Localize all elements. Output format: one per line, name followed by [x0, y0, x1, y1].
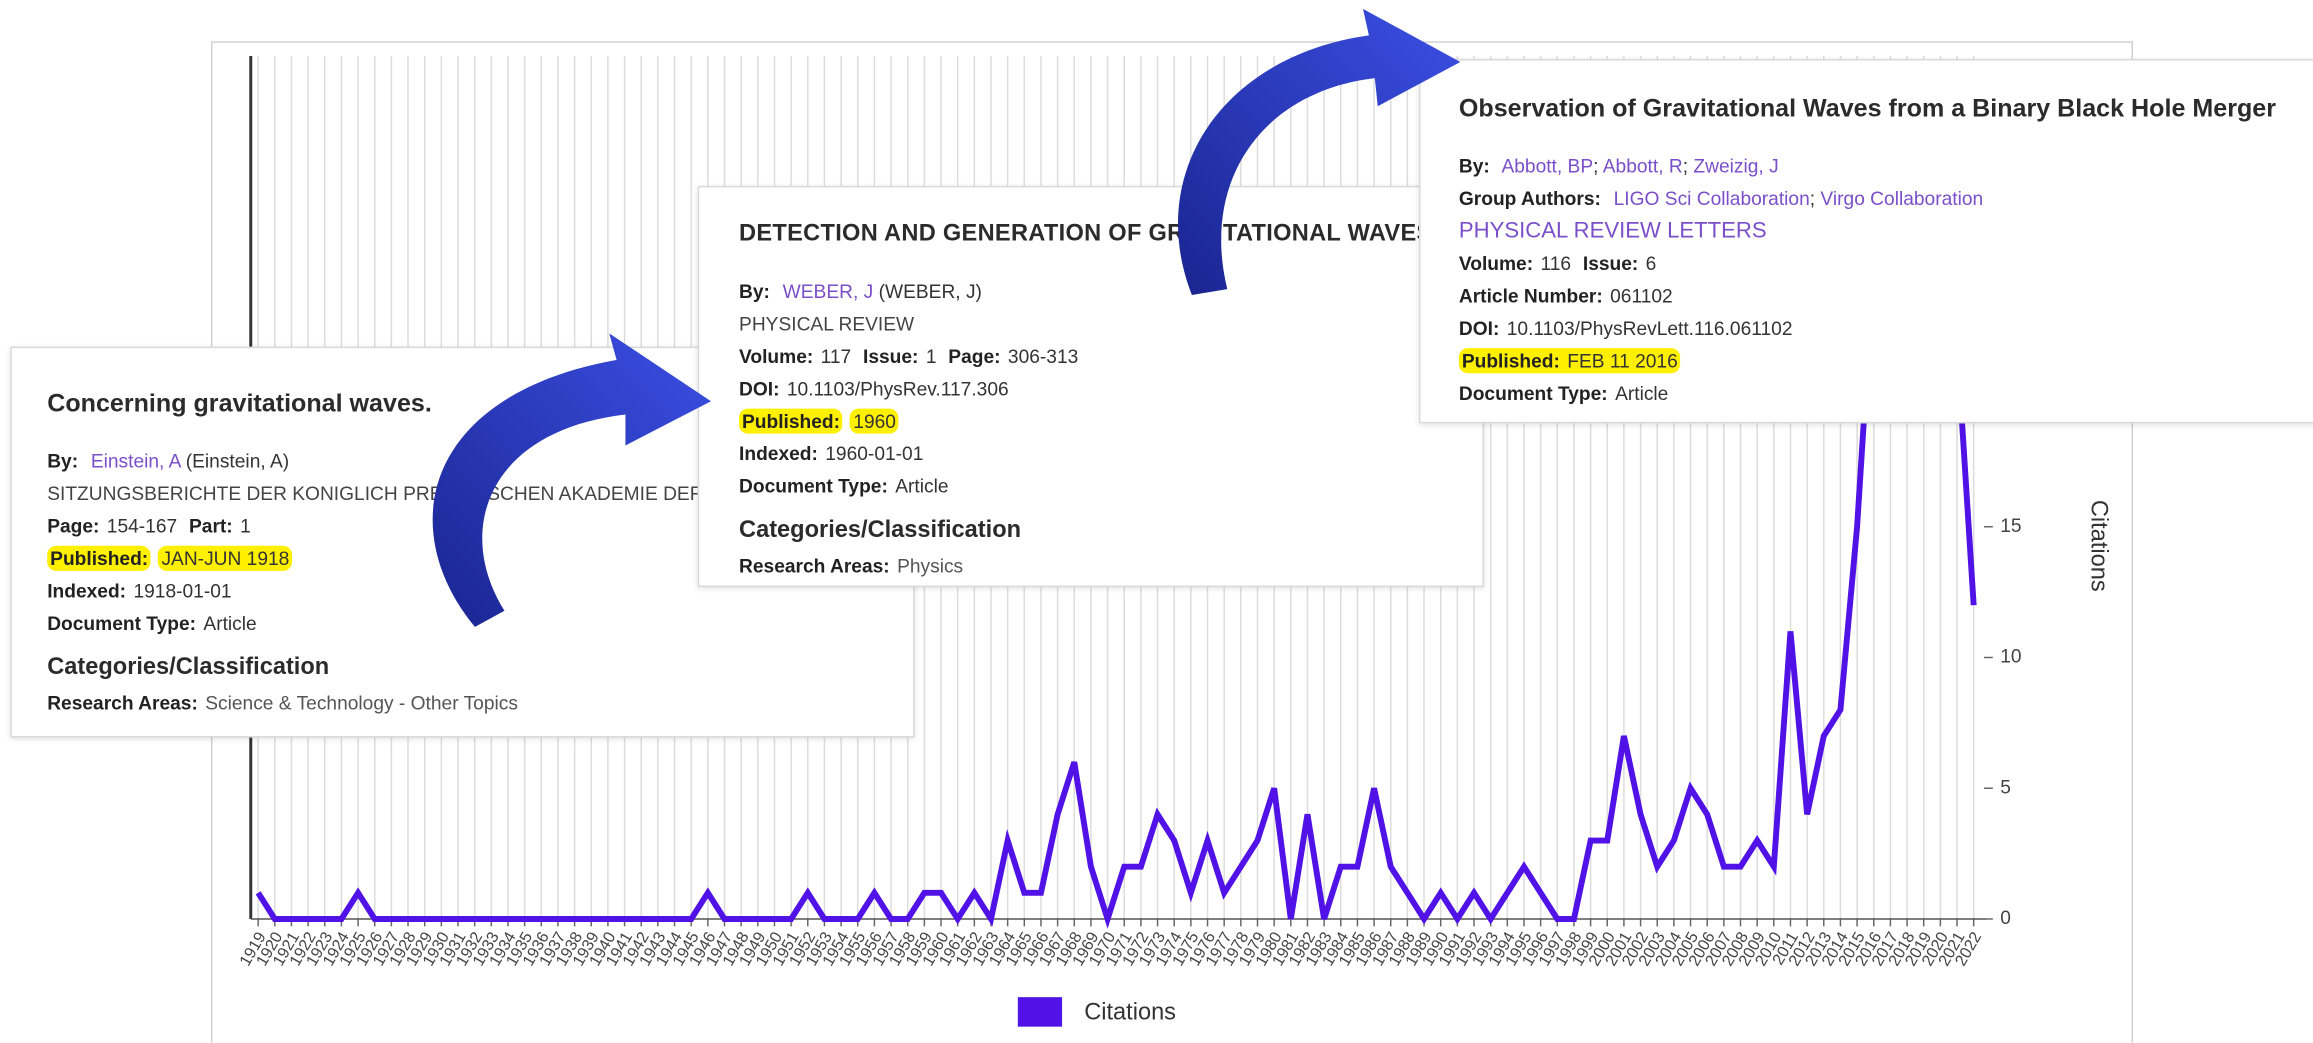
doi-row: DOI: 10.1103/PhysRev.117.306 [739, 373, 1482, 405]
label: Part: [188, 514, 233, 537]
label: Volume: [739, 345, 814, 368]
author-full: (WEBER, J) [878, 280, 982, 303]
label: Volume: [1458, 252, 1534, 275]
label: Group Authors: [1458, 187, 1601, 210]
value: Article [895, 474, 949, 498]
label: Research Areas: [47, 691, 198, 714]
group-row: Group Authors: LIGO Sci Collaboration; V… [1459, 183, 2313, 215]
value: 1 [925, 345, 937, 368]
volume-row: Volume: 117 Issue: 1 Page: 306-313 [739, 341, 1482, 373]
value: 1960-01-01 [825, 442, 924, 465]
card-title[interactable]: Observation of Gravitational Waves from … [1458, 94, 2276, 123]
indexed-row: Indexed: 1918-01-01 [47, 575, 913, 607]
value: 116 [1540, 252, 1572, 275]
label: By: [1458, 154, 1490, 178]
value: Science & Technology - Other Topics [205, 691, 518, 714]
y-tick-label: 5 [2000, 777, 2011, 798]
card-title[interactable]: Concerning gravitational waves. [47, 389, 432, 418]
author-link[interactable]: Einstein, A [90, 449, 181, 473]
author-link[interactable]: Zweizig, J [1693, 154, 1779, 178]
value: JAN-JUN 1918 [158, 545, 293, 571]
value: 306-313 [1007, 345, 1079, 368]
label: Document Type: [47, 612, 197, 635]
value: 061102 [1610, 284, 1673, 307]
group-link[interactable]: Virgo Collaboration [1820, 187, 1984, 210]
value: Article [203, 612, 257, 635]
label: Issue: [1582, 252, 1639, 275]
article-row: Article Number: 061102 [1459, 280, 2313, 312]
source: PHYSICAL REVIEW [739, 312, 915, 335]
author-link[interactable]: Abbott, BP [1501, 154, 1594, 178]
value: Physics [897, 554, 964, 577]
published-row: Published: 1960 [739, 406, 1482, 438]
label: Research Areas: [739, 554, 890, 577]
authors-row: By: WEBER, J (WEBER, J) [739, 276, 1482, 308]
published-row: Published: FEB 11 2016 [1458, 345, 2313, 377]
label: Page: [948, 345, 1001, 368]
label: Published: [739, 408, 843, 434]
volume-row: Volume: 116 Issue: 6 [1459, 248, 2313, 280]
value: 6 [1645, 252, 1657, 275]
y-tick-label: 0 [2000, 908, 2011, 929]
label: Document Type: [1458, 382, 1608, 405]
doi-row: DOI: 10.1103/PhysRevLett.116.061102 [1459, 313, 2313, 345]
value: 117 [820, 345, 852, 368]
value: 10.1103/PhysRevLett.116.061102 [1506, 317, 1793, 340]
indexed-row: Indexed: 1960-01-01 [739, 438, 1482, 470]
label: Indexed: [739, 442, 818, 465]
authors-row: By: Abbott, BP; Abbott, R; Zweizig, J [1459, 150, 2313, 182]
label: Published: [1461, 349, 1560, 372]
research-row: Research Areas: Physics [739, 550, 1482, 582]
value: 10.1103/PhysRev.117.306 [786, 377, 1009, 400]
value: 1918-01-01 [133, 579, 232, 602]
published-row: Published: JAN-JUN 1918 [47, 543, 913, 575]
label: Document Type: [739, 474, 888, 498]
page-row: Page: 154-167 Part: 1 [47, 510, 913, 542]
label: By: [739, 280, 770, 303]
separator: ; [1593, 154, 1599, 178]
label: Article Number: [1458, 284, 1603, 307]
y-axis-label: Citations [2085, 500, 2111, 592]
label: Published: [47, 545, 152, 571]
label: DOI: [1458, 317, 1500, 340]
label: Page: [47, 514, 100, 537]
record-card: DETECTION AND GENERATION OF GRAVITATIONA… [697, 185, 1484, 588]
line [255, 122, 1977, 929]
section-heading: Categories/Classification [47, 654, 330, 681]
y-tick-label: 15 [2000, 516, 2021, 537]
source-link[interactable]: PHYSICAL REVIEW LETTERS [1458, 218, 1767, 244]
label: By: [47, 449, 79, 473]
doctype-row: Document Type: Article [47, 608, 913, 640]
authors-row: By: Einstein, A (Einstein, A) [47, 445, 913, 477]
value: 1960 [850, 408, 899, 434]
separator: ; [1809, 187, 1816, 210]
legend-swatch [1017, 997, 1063, 1027]
card-title[interactable]: DETECTION AND GENERATION OF GRAVITATIONA… [739, 221, 1433, 247]
separator: ; [1682, 154, 1689, 178]
label: Indexed: [47, 579, 127, 602]
group-link[interactable]: LIGO Sci Collaboration [1613, 187, 1810, 210]
value: Article [1615, 382, 1669, 405]
legend-label: Citations [1084, 1000, 1176, 1026]
label: DOI: [739, 377, 780, 400]
doctype-row: Document Type: Article [739, 471, 1482, 503]
record-card: Observation of Gravitational Waves from … [1419, 59, 2313, 424]
y-tick-label: 10 [2000, 647, 2021, 668]
value: FEB 11 2016 [1567, 349, 1678, 372]
label: Issue: [863, 345, 919, 368]
research-row: Research Areas: Science & Technology - Ot… [47, 687, 913, 719]
section-heading: Categories/Classification [739, 517, 1022, 543]
author-full: (Einstein, A) [185, 449, 290, 473]
author-link[interactable]: WEBER, J [782, 280, 874, 303]
author-link[interactable]: Abbott, R [1602, 154, 1683, 178]
value: 154-167 [106, 514, 178, 537]
doctype-row: Document Type: Article [1459, 378, 2313, 410]
value: 1 [240, 514, 251, 537]
